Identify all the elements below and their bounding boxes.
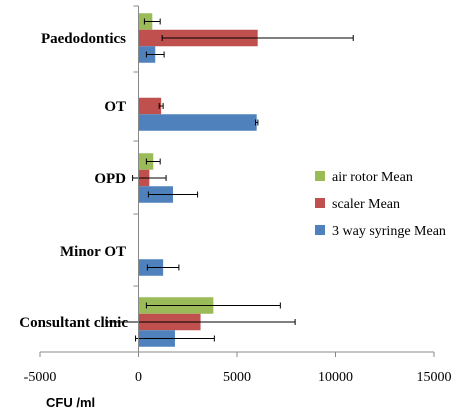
category-label: Consultant clinic bbox=[19, 315, 128, 331]
error-whiskers bbox=[105, 18, 354, 342]
x-tick-label: 0 bbox=[135, 370, 142, 385]
x-tick-label: -5000 bbox=[24, 370, 57, 385]
legend-swatch bbox=[315, 171, 325, 181]
error-bar-1-1 bbox=[158, 103, 164, 109]
bar-2-1 bbox=[138, 114, 257, 131]
error-bar-2-0 bbox=[145, 51, 165, 58]
bars bbox=[138, 13, 258, 347]
error-bar-2-3 bbox=[146, 264, 180, 271]
error-bar-1-0 bbox=[161, 35, 354, 41]
x-tick-label: 15000 bbox=[417, 370, 452, 385]
error-bar-0-2 bbox=[145, 158, 161, 165]
error-bar-2-2 bbox=[147, 191, 199, 198]
legend-swatch bbox=[315, 225, 325, 235]
x-tick-label: 10000 bbox=[318, 370, 353, 385]
x-axis-title: CFU /ml bbox=[46, 395, 95, 410]
category-label: Paedodontics bbox=[41, 31, 126, 47]
legend-label: 3 way syringe Mean bbox=[332, 224, 446, 239]
x-tick-label: 5000 bbox=[223, 370, 251, 385]
legend-swatch bbox=[315, 198, 325, 208]
error-bar-0-4 bbox=[145, 302, 281, 309]
category-label: OT bbox=[104, 99, 126, 115]
error-bar-1-4 bbox=[105, 319, 296, 325]
error-bar-2-1 bbox=[255, 119, 259, 126]
legend: air rotor Mean scaler Mean 3 way syringe M… bbox=[315, 170, 446, 239]
legend-label: air rotor Mean bbox=[332, 170, 413, 185]
category-label: Minor OT bbox=[60, 244, 126, 260]
bar-1-1 bbox=[138, 97, 162, 115]
error-bar-0-0 bbox=[143, 18, 161, 25]
error-bar-2-4 bbox=[135, 335, 215, 342]
legend-label: scaler Mean bbox=[332, 197, 400, 212]
x-tick-labels: -5000 0 5000 10000 15000 bbox=[24, 370, 452, 385]
category-label: OPD bbox=[94, 171, 126, 187]
axes bbox=[39, 5, 435, 357]
category-labels: Paedodontics OT OPD Minor OT Consultant clin… bbox=[19, 31, 128, 331]
